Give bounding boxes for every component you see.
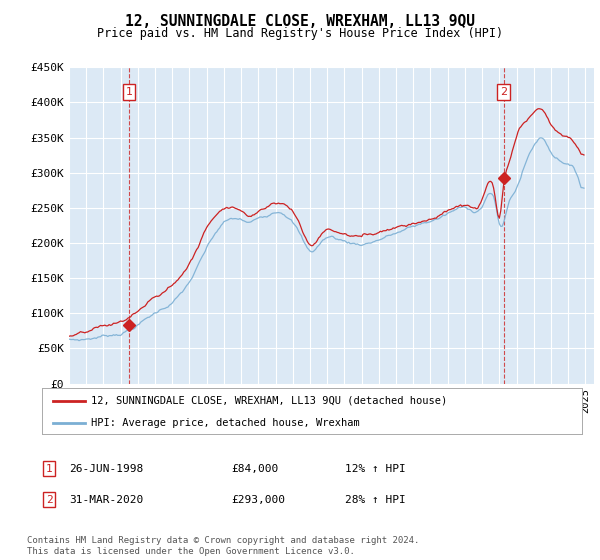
Text: 12, SUNNINGDALE CLOSE, WREXHAM, LL13 9QU (detached house): 12, SUNNINGDALE CLOSE, WREXHAM, LL13 9QU…	[91, 396, 447, 406]
Text: £293,000: £293,000	[231, 494, 285, 505]
Text: 1: 1	[125, 87, 133, 97]
Text: 1: 1	[46, 464, 53, 474]
Text: Price paid vs. HM Land Registry's House Price Index (HPI): Price paid vs. HM Land Registry's House …	[97, 27, 503, 40]
Text: HPI: Average price, detached house, Wrexham: HPI: Average price, detached house, Wrex…	[91, 418, 359, 428]
Text: 31-MAR-2020: 31-MAR-2020	[69, 494, 143, 505]
Text: 12, SUNNINGDALE CLOSE, WREXHAM, LL13 9QU: 12, SUNNINGDALE CLOSE, WREXHAM, LL13 9QU	[125, 14, 475, 29]
Text: £84,000: £84,000	[231, 464, 278, 474]
Text: 28% ↑ HPI: 28% ↑ HPI	[345, 494, 406, 505]
Text: Contains HM Land Registry data © Crown copyright and database right 2024.
This d: Contains HM Land Registry data © Crown c…	[27, 536, 419, 556]
Text: 2: 2	[500, 87, 507, 97]
Text: 26-JUN-1998: 26-JUN-1998	[69, 464, 143, 474]
Text: 2: 2	[46, 494, 53, 505]
Text: 12% ↑ HPI: 12% ↑ HPI	[345, 464, 406, 474]
